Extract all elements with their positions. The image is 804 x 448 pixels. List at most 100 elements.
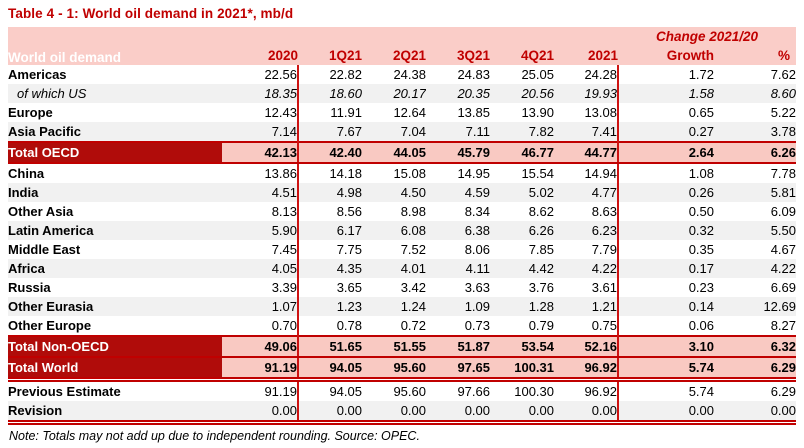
cell-2q21: 0.72	[362, 316, 426, 336]
cell-percent: 5.81	[714, 183, 796, 202]
cell-growth: 0.50	[618, 202, 714, 221]
cell-2020: 42.13	[222, 141, 299, 164]
cell-1q21: 4.98	[298, 183, 362, 202]
cell-2021: 4.22	[554, 259, 619, 278]
cell-3q21: 3.63	[426, 278, 490, 297]
cell-growth: 0.06	[618, 316, 714, 336]
cell-4q21: 100.31	[490, 356, 554, 381]
cell-4q21: 13.90	[490, 103, 554, 122]
cell-2q21: 3.42	[362, 278, 426, 297]
cell-growth: 1.72	[618, 65, 714, 84]
cell-3q21: 97.66	[426, 377, 490, 401]
cell-4q21: 8.62	[490, 202, 554, 221]
cell-3q21: 13.85	[426, 103, 490, 122]
row-label: Asia Pacific	[8, 122, 222, 142]
cell-1q21: 0.00	[298, 401, 362, 425]
cell-2q21: 1.24	[362, 297, 426, 316]
cell-2q21: 95.60	[362, 377, 426, 401]
col-header-2020: 2020	[222, 46, 298, 65]
cell-1q21: 18.60	[298, 84, 362, 103]
cell-2021: 7.79	[554, 240, 619, 259]
cell-2021: 0.00	[554, 401, 619, 425]
col-header-2021: 2021	[554, 46, 618, 65]
cell-percent: 5.22	[714, 103, 796, 122]
cell-2020: 12.43	[222, 103, 299, 122]
cell-2020: 8.13	[222, 202, 299, 221]
cell-growth: 5.74	[618, 377, 714, 401]
cell-3q21: 14.95	[426, 163, 490, 183]
cell-4q21: 5.02	[490, 183, 554, 202]
cell-percent: 8.27	[714, 316, 796, 336]
cell-2021: 7.41	[554, 122, 619, 142]
cell-4q21: 53.54	[490, 335, 554, 358]
corner-header: World oil demand	[8, 27, 222, 65]
row-label: Americas	[8, 65, 222, 84]
cell-3q21: 6.38	[426, 221, 490, 240]
cell-percent: 6.32	[714, 335, 796, 358]
cell-2q21: 7.04	[362, 122, 426, 142]
col-header-3q21: 3Q21	[426, 46, 490, 65]
cell-percent: 3.78	[714, 122, 796, 142]
cell-growth: 0.14	[618, 297, 714, 316]
cell-2020: 22.56	[222, 65, 299, 84]
cell-2021: 8.63	[554, 202, 619, 221]
table-row: Europe 12.43 11.91 12.64 13.85 13.90 13.…	[8, 103, 796, 122]
table-row: Other Europe 0.70 0.78 0.72 0.73 0.79 0.…	[8, 316, 796, 336]
col-header-4q21: 4Q21	[490, 46, 554, 65]
cell-2020: 7.45	[222, 240, 299, 259]
table-row: Other Asia 8.13 8.56 8.98 8.34 8.62 8.63…	[8, 202, 796, 221]
cell-4q21: 25.05	[490, 65, 554, 84]
cell-2q21: 51.55	[362, 335, 426, 358]
cell-percent: 8.60	[714, 84, 796, 103]
cell-growth: 0.17	[618, 259, 714, 278]
row-label: Total World	[8, 356, 222, 381]
table-row: Asia Pacific 7.14 7.67 7.04 7.11 7.82 7.…	[8, 122, 796, 142]
cell-4q21: 6.26	[490, 221, 554, 240]
cell-1q21: 4.35	[298, 259, 362, 278]
cell-2020: 4.05	[222, 259, 299, 278]
table-row: Middle East 7.45 7.75 7.52 8.06 7.85 7.7…	[8, 240, 796, 259]
cell-4q21: 7.82	[490, 122, 554, 142]
row-label: India	[8, 183, 222, 202]
cell-1q21: 0.78	[298, 316, 362, 336]
cell-1q21: 1.23	[298, 297, 362, 316]
cell-growth: 0.35	[618, 240, 714, 259]
row-label: Other Europe	[8, 316, 222, 336]
cell-growth: 0.00	[618, 401, 714, 425]
cell-2020: 0.00	[222, 401, 299, 425]
table-body: Americas 22.56 22.82 24.38 24.83 25.05 2…	[8, 65, 796, 425]
header-columns-row: 2020 1Q21 2Q21 3Q21 4Q21 2021 Growth %	[8, 46, 796, 65]
table-row: Revision 0.00 0.00 0.00 0.00 0.00 0.00 0…	[8, 401, 796, 425]
cell-2021: 44.77	[554, 141, 619, 164]
table-row: Latin America 5.90 6.17 6.08 6.38 6.26 6…	[8, 221, 796, 240]
cell-1q21: 3.65	[298, 278, 362, 297]
cell-percent: 0.00	[714, 401, 796, 425]
cell-growth: 0.65	[618, 103, 714, 122]
table-row: Africa 4.05 4.35 4.01 4.11 4.42 4.22 0.1…	[8, 259, 796, 278]
cell-percent: 4.22	[714, 259, 796, 278]
row-label: China	[8, 163, 222, 183]
row-label: Previous Estimate	[8, 377, 222, 401]
cell-2021: 19.93	[554, 84, 619, 103]
cell-2q21: 4.50	[362, 183, 426, 202]
cell-1q21: 6.17	[298, 221, 362, 240]
cell-4q21: 0.00	[490, 401, 554, 425]
cell-2020: 5.90	[222, 221, 299, 240]
cell-percent: 7.62	[714, 65, 796, 84]
cell-2q21: 6.08	[362, 221, 426, 240]
cell-2q21: 4.01	[362, 259, 426, 278]
cell-2q21: 15.08	[362, 163, 426, 183]
col-header-1q21: 1Q21	[298, 46, 362, 65]
cell-2q21: 44.05	[362, 141, 426, 164]
cell-growth: 2.64	[618, 141, 714, 164]
cell-percent: 4.67	[714, 240, 796, 259]
cell-2q21: 95.60	[362, 356, 426, 381]
cell-1q21: 42.40	[298, 141, 362, 164]
cell-3q21: 4.11	[426, 259, 490, 278]
cell-2q21: 12.64	[362, 103, 426, 122]
cell-2021: 96.92	[554, 356, 619, 381]
cell-2021: 1.21	[554, 297, 619, 316]
cell-3q21: 4.59	[426, 183, 490, 202]
cell-4q21: 4.42	[490, 259, 554, 278]
cell-2020: 91.19	[222, 356, 299, 381]
